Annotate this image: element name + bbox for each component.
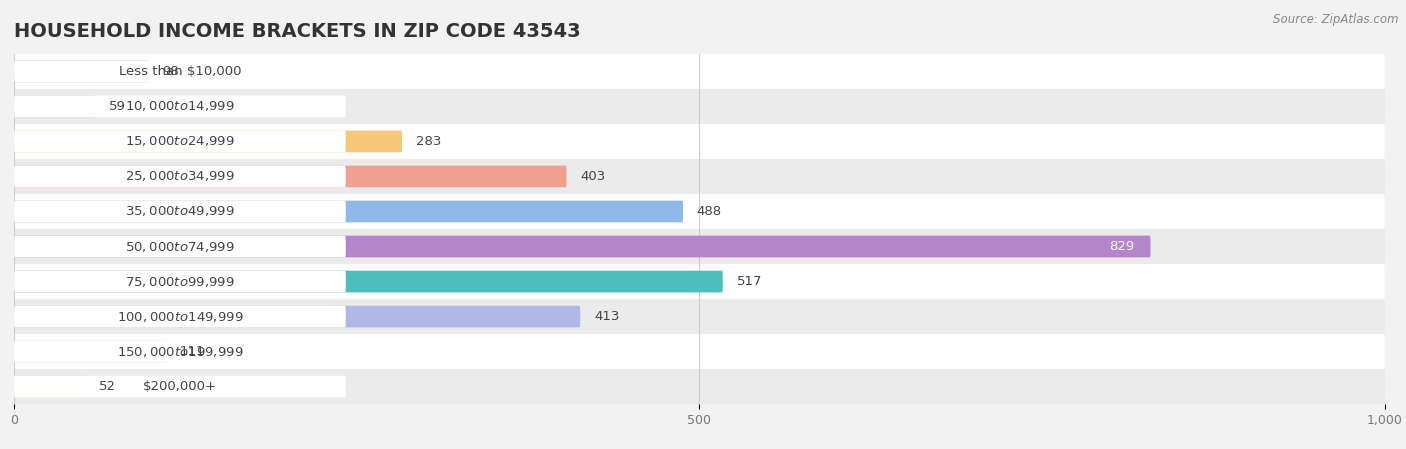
Text: $200,000+: $200,000+ [143, 380, 217, 393]
FancyBboxPatch shape [14, 96, 96, 117]
FancyBboxPatch shape [14, 376, 86, 397]
FancyBboxPatch shape [14, 229, 1385, 264]
FancyBboxPatch shape [14, 299, 1385, 334]
FancyBboxPatch shape [14, 96, 346, 117]
FancyBboxPatch shape [14, 201, 346, 222]
Text: $75,000 to $99,999: $75,000 to $99,999 [125, 274, 235, 289]
Text: HOUSEHOLD INCOME BRACKETS IN ZIP CODE 43543: HOUSEHOLD INCOME BRACKETS IN ZIP CODE 43… [14, 22, 581, 41]
Text: $35,000 to $49,999: $35,000 to $49,999 [125, 204, 235, 219]
FancyBboxPatch shape [14, 131, 346, 152]
FancyBboxPatch shape [14, 131, 402, 152]
Text: 413: 413 [593, 310, 619, 323]
Text: $100,000 to $149,999: $100,000 to $149,999 [117, 309, 243, 324]
Text: 111: 111 [180, 345, 205, 358]
FancyBboxPatch shape [14, 166, 346, 187]
Text: 59: 59 [108, 100, 125, 113]
FancyBboxPatch shape [14, 271, 723, 292]
Text: $25,000 to $34,999: $25,000 to $34,999 [125, 169, 235, 184]
FancyBboxPatch shape [14, 271, 346, 292]
Text: 283: 283 [416, 135, 441, 148]
Text: $10,000 to $14,999: $10,000 to $14,999 [125, 99, 235, 114]
FancyBboxPatch shape [14, 264, 1385, 299]
FancyBboxPatch shape [14, 201, 683, 222]
Text: Source: ZipAtlas.com: Source: ZipAtlas.com [1274, 13, 1399, 26]
FancyBboxPatch shape [14, 61, 346, 82]
FancyBboxPatch shape [14, 194, 1385, 229]
Text: 829: 829 [1109, 240, 1135, 253]
FancyBboxPatch shape [14, 341, 166, 362]
Text: 403: 403 [581, 170, 606, 183]
FancyBboxPatch shape [14, 61, 149, 82]
FancyBboxPatch shape [14, 334, 1385, 369]
Text: $15,000 to $24,999: $15,000 to $24,999 [125, 134, 235, 149]
FancyBboxPatch shape [14, 54, 1385, 89]
Text: 98: 98 [162, 65, 179, 78]
FancyBboxPatch shape [14, 306, 581, 327]
Text: 488: 488 [697, 205, 721, 218]
FancyBboxPatch shape [14, 376, 346, 397]
FancyBboxPatch shape [14, 236, 346, 257]
FancyBboxPatch shape [14, 159, 1385, 194]
Text: Less than $10,000: Less than $10,000 [118, 65, 242, 78]
FancyBboxPatch shape [14, 124, 1385, 159]
FancyBboxPatch shape [14, 236, 1150, 257]
Text: $150,000 to $199,999: $150,000 to $199,999 [117, 344, 243, 359]
Text: 517: 517 [737, 275, 762, 288]
FancyBboxPatch shape [14, 341, 346, 362]
Text: $50,000 to $74,999: $50,000 to $74,999 [125, 239, 235, 254]
FancyBboxPatch shape [14, 166, 567, 187]
Text: 52: 52 [98, 380, 117, 393]
FancyBboxPatch shape [14, 369, 1385, 404]
FancyBboxPatch shape [14, 89, 1385, 124]
FancyBboxPatch shape [14, 306, 346, 327]
